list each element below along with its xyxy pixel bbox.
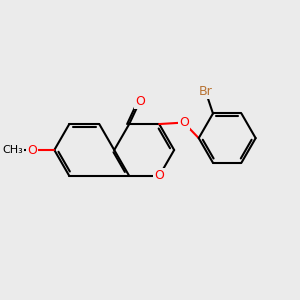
Text: O: O bbox=[27, 143, 37, 157]
Text: O: O bbox=[154, 169, 164, 182]
Text: Br: Br bbox=[199, 85, 212, 98]
Text: CH₃: CH₃ bbox=[2, 145, 23, 155]
Text: O: O bbox=[179, 116, 189, 129]
Text: O: O bbox=[135, 95, 145, 108]
